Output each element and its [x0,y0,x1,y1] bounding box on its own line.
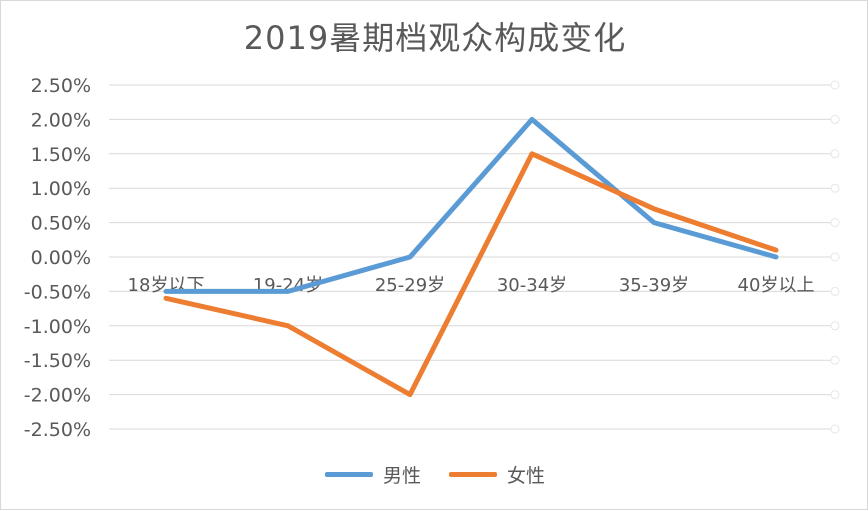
x-tick-label: 35-39岁 [619,275,689,296]
gridline-end-marker [830,218,840,228]
y-tick-label: -2.50% [24,419,91,441]
legend-label-male: 男性 [382,465,421,487]
gridline-end-marker [830,183,840,193]
y-tick-label: -2.00% [24,385,91,407]
y-tick-label: 0.50% [31,213,91,235]
gridline-end-marker [830,355,840,365]
gridline-end-marker [830,286,840,296]
series-line-female [163,151,779,398]
y-tick-label: -0.50% [24,281,91,303]
x-tick-label: 30-34岁 [497,275,567,296]
y-tick-label: 1.00% [31,178,91,200]
gridline-end-marker [830,321,840,331]
legend-swatch-male [324,472,373,477]
gridline-end-marker [830,149,840,159]
gridline-end-marker [830,80,840,90]
gridline-end-marker [830,424,840,434]
legend: 男性 女性 [1,461,868,488]
gridline-end-marker [830,252,840,262]
legend-item-female: 女性 [449,461,545,488]
series-line-male [163,116,779,294]
y-tick-label: 2.50% [31,75,91,97]
legend-swatch-female [449,472,497,477]
gridline-end-marker [830,114,840,124]
gridline-end-marker [830,390,840,400]
x-tick-label: 25-29岁 [375,275,445,296]
y-tick-label: -1.00% [24,316,91,338]
legend-item-male: 男性 [324,461,421,488]
x-tick-label: 40岁以上 [738,275,815,296]
y-tick-label: 2.00% [31,109,91,131]
legend-label-female: 女性 [507,465,546,487]
y-tick-label: -1.50% [24,350,91,372]
y-tick-label: 1.50% [31,144,91,166]
chart-title: 2019暑期档观众构成变化 [243,19,627,57]
y-tick-label: 0.00% [31,247,91,269]
